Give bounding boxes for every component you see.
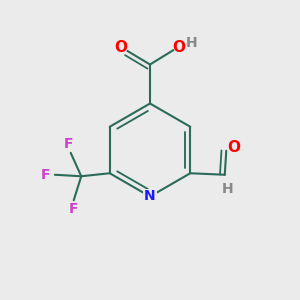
Text: N: N	[144, 190, 156, 203]
Text: H: H	[186, 36, 198, 50]
Text: F: F	[64, 137, 73, 152]
Text: F: F	[41, 168, 51, 182]
Text: O: O	[172, 40, 185, 55]
Text: H: H	[221, 182, 233, 196]
Text: O: O	[227, 140, 240, 155]
Text: O: O	[114, 40, 128, 55]
Text: F: F	[68, 202, 78, 216]
